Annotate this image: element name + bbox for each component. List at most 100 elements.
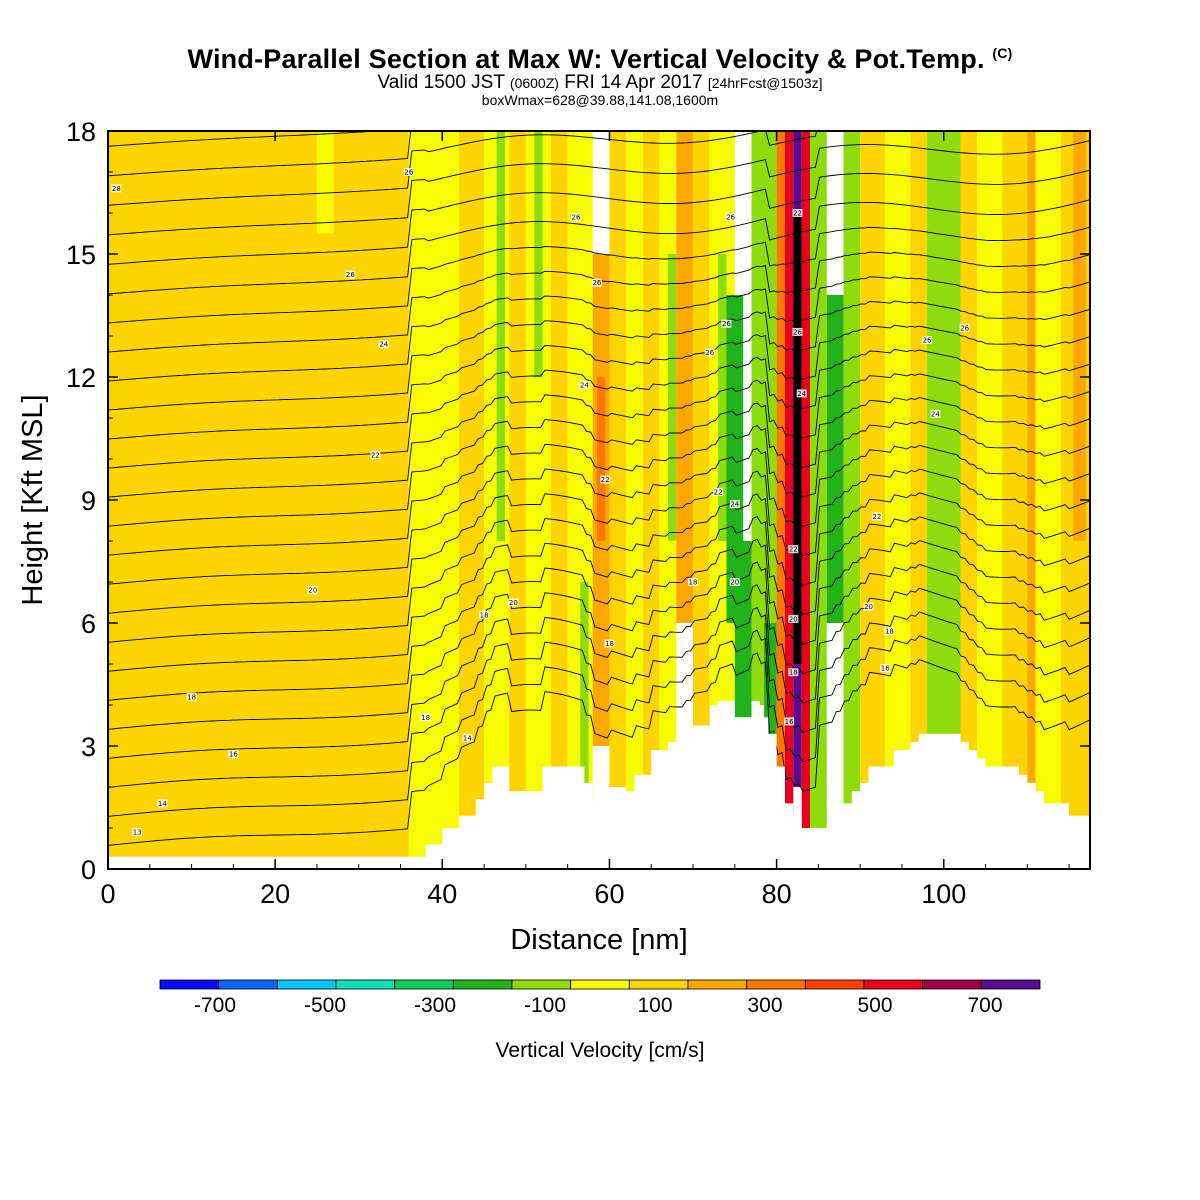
- svg-text:14: 14: [463, 734, 472, 742]
- isentrope-label: 26: [403, 168, 414, 177]
- velocity-cell: [609, 131, 627, 787]
- velocity-cell: [108, 131, 409, 869]
- isentrope-line: [108, 226, 1090, 324]
- isentrope-label: 18: [479, 610, 490, 619]
- colorbar-label: -500: [304, 994, 346, 1017]
- velocity-cell: [826, 295, 844, 623]
- y-tick-label: 18: [66, 117, 96, 147]
- velocity-cell: [910, 131, 928, 869]
- velocity-cell: [784, 131, 794, 869]
- svg-text:22: 22: [371, 451, 380, 459]
- velocity-cell: [810, 131, 827, 869]
- isentrope-line: [108, 22, 1090, 116]
- velocity-cell: [801, 131, 811, 869]
- isentrope-line: [108, 131, 818, 206]
- velocity-cell: [316, 131, 334, 234]
- svg-text:18: 18: [187, 693, 196, 701]
- colorbar-label: 100: [637, 994, 672, 1017]
- colorbar-label: -100: [524, 994, 566, 1017]
- isentrope-label: 18: [420, 713, 431, 722]
- svg-text:24: 24: [379, 341, 388, 349]
- isentrope-label: 18: [688, 578, 699, 587]
- colorbar-title: Vertical Velocity [cm/s]: [496, 1039, 705, 1062]
- isentrope-label: 26: [959, 323, 970, 332]
- isentrope-line: [108, 169, 1090, 265]
- isentrope-line: [108, 373, 1090, 498]
- isentrope-label: 26: [792, 327, 803, 336]
- svg-text:24: 24: [730, 501, 739, 509]
- svg-text:26: 26: [726, 214, 735, 222]
- svg-text:22: 22: [789, 546, 798, 554]
- colorbar-swatch: [511, 979, 572, 990]
- isentrope-line: [108, 584, 1090, 759]
- x-axis-label: Distance [nm]: [510, 924, 687, 956]
- y-axis-label: Height [Kft MSL]: [17, 394, 49, 605]
- svg-text:20: 20: [864, 603, 873, 611]
- colorbar-swatch: [276, 979, 337, 990]
- isentrope-label: 26: [721, 319, 732, 328]
- colorbar-label: 300: [747, 994, 782, 1017]
- y-tick-label: 3: [81, 732, 96, 762]
- chart-box-info: boxWmax=628@39.88,141.08,1600m: [481, 92, 719, 108]
- x-tick-label: 100: [921, 879, 966, 909]
- isentrope-lines: [108, 22, 1090, 846]
- colorbar-label: 500: [857, 994, 892, 1017]
- isentrope-line: [108, 300, 1090, 411]
- isentrope-line: [108, 538, 1090, 701]
- colorbar-swatch: [980, 979, 1041, 990]
- velocity-cell: [718, 254, 727, 541]
- svg-text:22: 22: [793, 210, 802, 218]
- svg-text:26: 26: [592, 279, 601, 287]
- svg-text:26: 26: [722, 320, 731, 328]
- x-tick-label: 0: [100, 879, 115, 909]
- colorbar-swatch: [335, 979, 396, 990]
- y-tick-label: 6: [81, 609, 96, 639]
- svg-text:24: 24: [580, 382, 589, 390]
- velocity-cell: [960, 131, 978, 869]
- isentrope-label: 22: [713, 487, 724, 496]
- isentrope-label: 16: [228, 750, 239, 759]
- velocity-cell: [734, 541, 752, 746]
- svg-text:26: 26: [404, 169, 413, 177]
- terrain-mask: [108, 700, 1090, 869]
- velocity-cell: [667, 254, 677, 541]
- velocity-cell: [776, 131, 785, 869]
- colorbar-swatch: [159, 979, 220, 990]
- isentrope-label: 28: [111, 184, 122, 193]
- isentrope-label: 24: [930, 409, 941, 418]
- svg-text:26: 26: [923, 337, 932, 345]
- svg-text:20: 20: [789, 615, 798, 623]
- isentrope-label: 24: [378, 340, 389, 349]
- svg-text:22: 22: [714, 488, 723, 496]
- copyright-mark: (C): [992, 45, 1013, 61]
- colorbar-swatch: [922, 979, 982, 990]
- svg-text:22: 22: [601, 476, 610, 484]
- x-tick-label: 40: [427, 879, 457, 909]
- isentrope-label: 22: [792, 209, 803, 218]
- isentrope-label: 26: [704, 348, 715, 357]
- colorbar-swatch: [804, 979, 865, 990]
- isentrope-label: 20: [788, 614, 799, 623]
- axis-ticks: 0 20 40 60 80 100 0 3 6 9 12 15 18: [66, 117, 1090, 909]
- velocity-cell: [509, 131, 526, 869]
- isentrope-line: [108, 199, 1090, 295]
- svg-text:18: 18: [605, 640, 614, 648]
- isentrope-label: 14: [462, 733, 473, 742]
- velocity-cell: [626, 131, 643, 869]
- svg-text:13: 13: [133, 829, 142, 837]
- isentrope-line: [108, 140, 1090, 236]
- isentrope-line: [108, 561, 1090, 730]
- isentrope-label: 20: [863, 602, 874, 611]
- isentrope-label: 16: [784, 717, 795, 726]
- svg-text:16: 16: [785, 718, 794, 726]
- velocity-cell: [534, 131, 543, 377]
- colorbar-swatch: [863, 979, 924, 990]
- colorbar-label: 700: [967, 994, 1002, 1017]
- svg-text:26: 26: [793, 328, 802, 336]
- svg-text:18: 18: [789, 669, 798, 677]
- y-tick-label: 12: [66, 363, 96, 393]
- x-tick-label: 80: [762, 879, 792, 909]
- isentrope-line: [108, 492, 1090, 643]
- isentrope-label: 24: [729, 500, 740, 509]
- colorbar-label: -300: [414, 994, 456, 1017]
